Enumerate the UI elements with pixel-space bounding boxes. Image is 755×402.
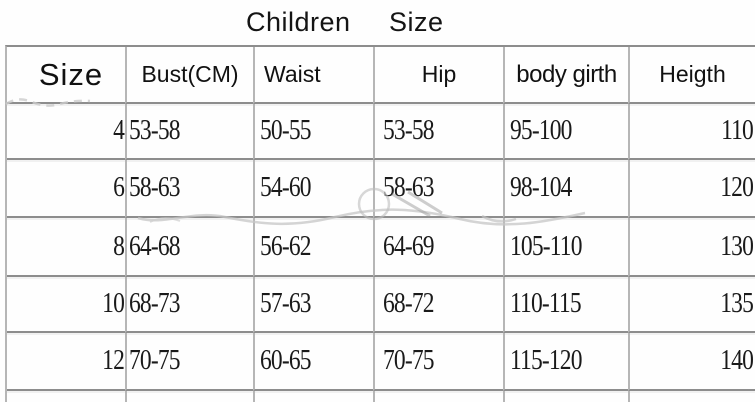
- table-cell-r2-size: 6: [7, 160, 125, 218]
- table-cell-r4-hip: 68-72: [373, 277, 503, 333]
- cell-value: 8: [113, 230, 125, 262]
- table-cell-r1-hip: 53-58: [373, 104, 503, 160]
- size-table: Size Bust(CM) Waist Hip body girth Heigth 4 53-…: [5, 45, 755, 402]
- table-cell-r2-bust-cm: 58-63: [125, 160, 253, 218]
- table-cell-r5-size: 12: [7, 333, 125, 391]
- table-cell-r3-heigth: 130: [628, 218, 755, 277]
- cell-value: 115-120: [510, 345, 582, 376]
- cell-value: 110: [721, 115, 754, 146]
- table-cell-r3-body-girth: 105-110: [503, 218, 628, 277]
- table-cell-r4-size: 10: [7, 277, 125, 333]
- cell-value: 140: [720, 345, 754, 376]
- column-header-hip: Hip: [373, 47, 503, 104]
- table-cell-r2-hip: 58-63: [373, 160, 503, 218]
- table-cell-r3-size: 8: [7, 218, 125, 277]
- table-cell-r1-body-girth: 95-100: [503, 104, 628, 160]
- cell-value: 135: [720, 288, 754, 319]
- cell-value: 56-62: [260, 230, 312, 262]
- table-cell-r3-bust-cm: 64-68: [125, 218, 253, 277]
- cell-value: 58-63: [383, 172, 435, 203]
- cell-value: 58-63: [129, 172, 181, 203]
- table-cell-r5-waist: 60-65: [253, 333, 373, 391]
- cell-value: 64-69: [383, 230, 435, 262]
- cell-value: 110-115: [510, 288, 582, 319]
- table-cell-r1-heigth: 110: [628, 104, 755, 160]
- cell-value: 54-60: [260, 172, 312, 203]
- cell-value: 70-75: [383, 345, 435, 376]
- column-header-bust-cm: Bust(CM): [125, 47, 253, 104]
- cell-value: 120: [720, 172, 754, 203]
- table-cell-r3-waist: 56-62: [253, 218, 373, 277]
- table-cell-r3-hip: 64-69: [373, 218, 503, 277]
- cell-value: 4: [113, 115, 125, 146]
- cell-value: 53-58: [129, 115, 181, 146]
- cell-value: 50-55: [260, 115, 312, 146]
- table-cell-r4-bust-cm: 68-73: [125, 277, 253, 333]
- cell-value: 12: [102, 345, 125, 376]
- table-cell-r1-size: 4: [7, 104, 125, 160]
- table-cell-r4-waist: 57-63: [253, 277, 373, 333]
- table-cell-r5-hip: 70-75: [373, 333, 503, 391]
- chart-title-word-children: Children: [246, 7, 351, 37]
- column-header-body-girth: body girth: [503, 47, 628, 104]
- cell-value: 64-68: [129, 230, 181, 262]
- cell-value: 57-63: [260, 288, 312, 319]
- cell-value: 70-75: [129, 345, 181, 376]
- table-cell-partial: [253, 391, 373, 402]
- cell-value: 105-110: [510, 230, 582, 262]
- table-cell-r2-body-girth: 98-104: [503, 160, 628, 218]
- cell-value: 130: [720, 230, 754, 262]
- column-header-waist: Waist: [253, 47, 373, 104]
- cell-value: 10: [102, 288, 125, 319]
- column-header-heigth: Heigth: [628, 47, 755, 104]
- cell-value: 53-58: [383, 115, 435, 146]
- cell-value: 6: [113, 172, 125, 203]
- table-cell-r1-bust-cm: 53-58: [125, 104, 253, 160]
- table-cell-partial: [503, 391, 628, 402]
- table-cell-partial: [373, 391, 503, 402]
- table-cell-partial: [7, 391, 125, 402]
- table-cell-r5-heigth: 140: [628, 333, 755, 391]
- cell-value: 60-65: [260, 345, 312, 376]
- cell-value: 68-73: [129, 288, 181, 319]
- table-cell-r2-waist: 54-60: [253, 160, 373, 218]
- chart-title-word-size: Size: [389, 7, 444, 37]
- table-cell-r5-bust-cm: 70-75: [125, 333, 253, 391]
- table-cell-r4-heigth: 135: [628, 277, 755, 333]
- table-cell-r5-body-girth: 115-120: [503, 333, 628, 391]
- table-cell-r2-heigth: 120: [628, 160, 755, 218]
- column-header-size: Size: [7, 47, 125, 104]
- table-cell-partial: [125, 391, 253, 402]
- table-cell-r4-body-girth: 110-115: [503, 277, 628, 333]
- table-cell-partial: [628, 391, 755, 402]
- cell-value: 95-100: [510, 115, 572, 146]
- table-cell-r1-waist: 50-55: [253, 104, 373, 160]
- cell-value: 98-104: [510, 172, 572, 203]
- cell-value: 68-72: [383, 288, 435, 319]
